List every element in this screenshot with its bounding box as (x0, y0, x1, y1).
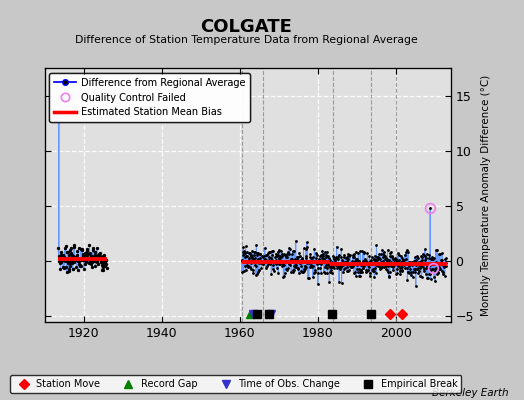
Text: COLGATE: COLGATE (200, 18, 292, 36)
Y-axis label: Monthly Temperature Anomaly Difference (°C): Monthly Temperature Anomaly Difference (… (481, 74, 491, 316)
Legend: Difference from Regional Average, Quality Control Failed, Estimated Station Mean: Difference from Regional Average, Qualit… (49, 73, 250, 122)
Text: Difference of Station Temperature Data from Regional Average: Difference of Station Temperature Data f… (75, 35, 418, 45)
Legend: Station Move, Record Gap, Time of Obs. Change, Empirical Break: Station Move, Record Gap, Time of Obs. C… (10, 375, 462, 393)
Text: Berkeley Earth: Berkeley Earth (432, 388, 508, 398)
